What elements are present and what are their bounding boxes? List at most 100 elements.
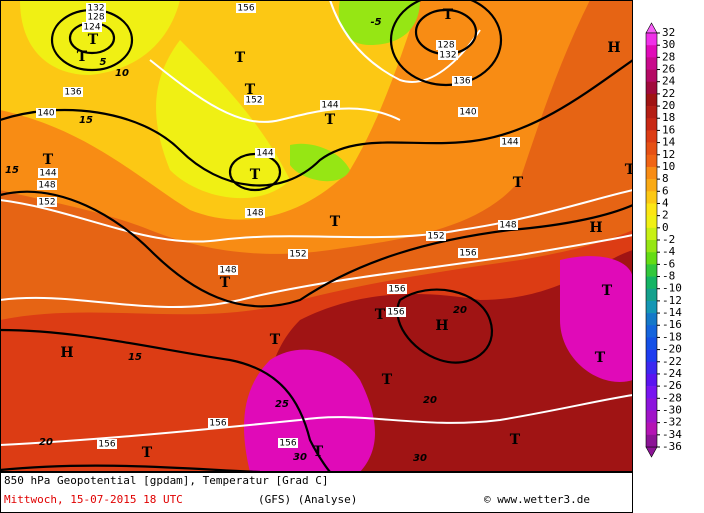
contour-label: 156 bbox=[387, 308, 404, 318]
label-box bbox=[86, 12, 106, 22]
label-box bbox=[218, 265, 238, 275]
colorbar-tick-label: 2 bbox=[662, 209, 669, 222]
pressure-symbol: T bbox=[595, 350, 606, 366]
colorbar-band bbox=[646, 118, 657, 131]
colorbar-band bbox=[646, 33, 657, 46]
label-box bbox=[245, 208, 265, 218]
label-box bbox=[387, 284, 407, 294]
footer-date: Mittwoch, 15-07-2015 18 UTC bbox=[4, 493, 183, 506]
pressure-symbol: T bbox=[220, 275, 231, 291]
colorbar-tick-label: 20 bbox=[662, 99, 675, 112]
colorbar-band bbox=[646, 422, 657, 436]
colorbar-band bbox=[646, 130, 657, 143]
colorbar-band bbox=[646, 57, 657, 70]
contour-label: 132 bbox=[87, 4, 104, 14]
isotherm-label: -5 bbox=[370, 17, 381, 28]
label-box bbox=[36, 108, 56, 118]
contour-label: 156 bbox=[98, 440, 115, 450]
colorbar-tick-label: -32 bbox=[662, 416, 682, 429]
label-box bbox=[38, 168, 58, 178]
colorbar-tick-label: -4 bbox=[662, 245, 676, 258]
contour-label: 128 bbox=[437, 41, 454, 51]
pressure-symbol: T bbox=[88, 32, 99, 48]
pressure-symbol: H bbox=[435, 318, 448, 334]
isotherm-label: 30 bbox=[293, 452, 307, 463]
colorbar-band bbox=[646, 337, 657, 350]
colorbar-tick-label: 24 bbox=[662, 75, 676, 88]
isotherm-label: 20 bbox=[39, 437, 53, 448]
footer-title: 850 hPa Geopotential [gpdam], Temperatur… bbox=[4, 474, 329, 487]
colorbar-tick-label: -14 bbox=[662, 306, 682, 319]
contour-label: 152 bbox=[38, 198, 55, 208]
isotherm-label: 15 bbox=[5, 165, 19, 176]
isotherm-label: 20 bbox=[453, 305, 467, 316]
colorbar-band bbox=[646, 203, 657, 216]
label-box bbox=[244, 95, 264, 105]
colorbar-band bbox=[646, 288, 657, 302]
colorbar-end bbox=[645, 446, 658, 458]
colorbar-tick-label: -26 bbox=[662, 379, 682, 392]
label-box bbox=[386, 307, 406, 317]
label-box bbox=[37, 197, 57, 207]
contour-label: 156 bbox=[279, 439, 296, 449]
colorbar-tick-label: 10 bbox=[662, 160, 675, 173]
cool-zone bbox=[20, 0, 290, 199]
colorbar-band bbox=[646, 410, 657, 423]
pressure-symbol: T bbox=[325, 112, 336, 128]
label-box bbox=[37, 180, 57, 190]
pressure-symbol: T bbox=[510, 432, 521, 448]
contour-label: 144 bbox=[501, 138, 518, 148]
colorbar-tick-label: 16 bbox=[662, 123, 675, 136]
colorbar-tick-label: 14 bbox=[662, 136, 676, 149]
colorbar-tick-label: 6 bbox=[662, 184, 669, 197]
contour-label: 156 bbox=[459, 249, 476, 259]
pressure-symbol: T bbox=[77, 49, 88, 65]
colorbar-band bbox=[646, 166, 657, 180]
label-box bbox=[255, 148, 275, 158]
cold-zone bbox=[290, 0, 420, 182]
label-box bbox=[63, 87, 83, 97]
footer-model: (GFS) (Analyse) bbox=[258, 493, 357, 506]
label-box bbox=[288, 249, 308, 259]
footer-frame bbox=[0, 472, 633, 513]
pressure-symbol: T bbox=[250, 167, 261, 183]
contour-label: 136 bbox=[64, 88, 81, 98]
isotherm-label: 10 bbox=[115, 68, 129, 79]
contour-label: 152 bbox=[427, 232, 444, 242]
contour-label: 148 bbox=[219, 266, 236, 276]
label-box bbox=[82, 22, 102, 32]
pressure-symbol: T bbox=[245, 82, 256, 98]
colorbar-band bbox=[646, 179, 657, 192]
contour-label: 132 bbox=[439, 51, 456, 61]
colorbar-tick-label: -16 bbox=[662, 318, 682, 331]
label-box bbox=[320, 100, 340, 110]
footer-credit: © www.wetter3.de bbox=[484, 493, 590, 506]
colorbar-tick-label: 30 bbox=[662, 38, 675, 51]
colorbar-tick-label: -22 bbox=[662, 355, 682, 368]
label-box bbox=[278, 438, 298, 448]
contour-label: 156 bbox=[209, 419, 226, 429]
colorbar-band bbox=[646, 373, 657, 387]
label-box bbox=[436, 40, 456, 50]
colorbar-band bbox=[646, 434, 657, 448]
colorbar-tick-label: -28 bbox=[662, 391, 682, 404]
pressure-symbol: T bbox=[602, 283, 613, 299]
colorbar-tick-label: 4 bbox=[662, 196, 669, 209]
pressure-symbol: T bbox=[513, 175, 524, 191]
pressure-symbol: T bbox=[235, 50, 246, 66]
colorbar-tick-label: -34 bbox=[662, 428, 682, 441]
label-box bbox=[500, 137, 520, 147]
label-box bbox=[458, 107, 478, 117]
colorbar-band bbox=[646, 240, 657, 253]
colorbar-band bbox=[646, 106, 657, 119]
colorbar-tick-label: 32 bbox=[662, 26, 675, 39]
label-box bbox=[438, 50, 458, 60]
contour-label: 156 bbox=[237, 4, 254, 14]
map: 132128124TT10513614015T14414815215156TT1… bbox=[0, 0, 633, 472]
pressure-symbol: H bbox=[60, 345, 73, 361]
colorbar-tick-label: 22 bbox=[662, 87, 675, 100]
colorbar-tick-label: -2 bbox=[662, 233, 675, 246]
colorbar-band bbox=[646, 45, 657, 58]
label-box bbox=[458, 248, 478, 258]
